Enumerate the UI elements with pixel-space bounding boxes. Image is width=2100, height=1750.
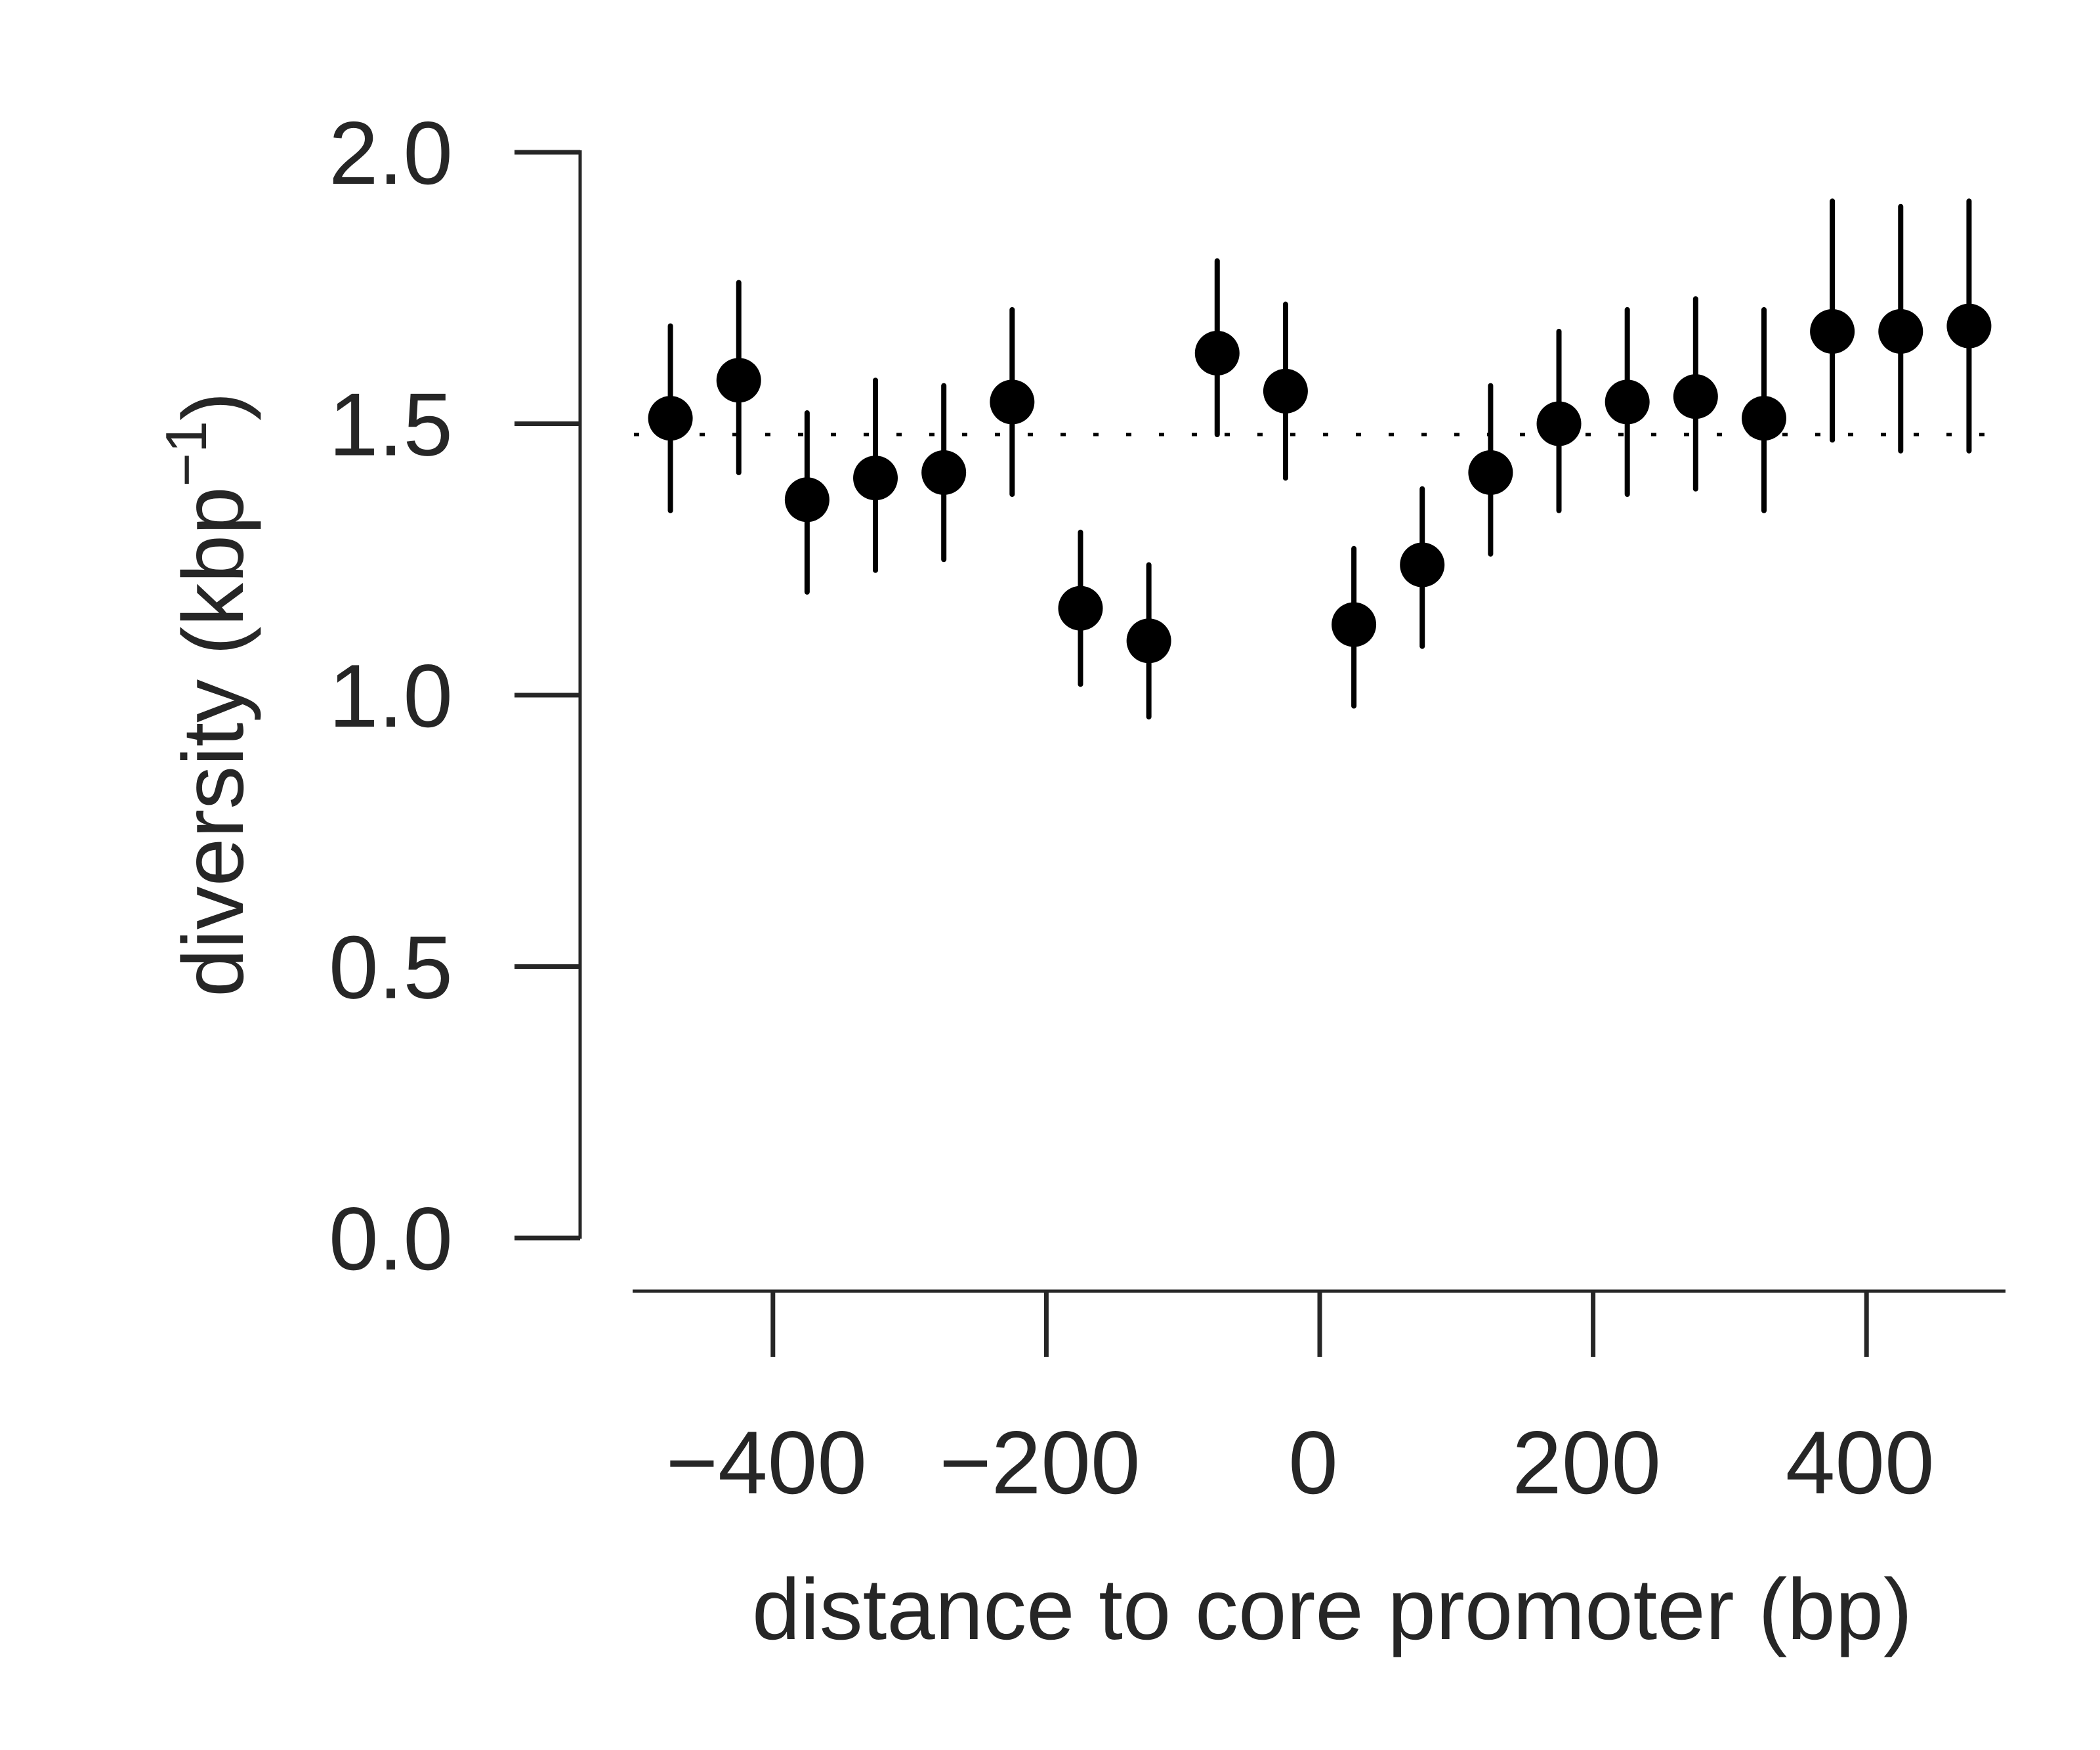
data-point: [1946, 303, 1992, 349]
y-tick-label: 0.5: [329, 918, 453, 1017]
data-point: [990, 379, 1035, 425]
data-point: [1605, 379, 1650, 425]
y-axis-title-main: diversity (kbp: [165, 486, 261, 997]
x-tick-label: −200: [939, 1413, 1140, 1512]
data-point: [1400, 542, 1445, 587]
data-point: [648, 396, 693, 441]
data-points: [648, 198, 1992, 720]
x-tick-label: −400: [666, 1413, 867, 1512]
data-point: [1810, 309, 1855, 354]
y-tick-label: 1.0: [329, 646, 453, 746]
data-point: [1058, 586, 1103, 631]
y-axis-title-close: ): [165, 392, 261, 421]
data-point: [1673, 374, 1718, 419]
y-tick-label: 1.5: [329, 375, 453, 475]
y-tick-label: 2.0: [329, 103, 453, 203]
data-point: [921, 450, 967, 495]
y-axis-title-sup: −1: [154, 421, 219, 486]
data-point: [853, 456, 898, 501]
x-axis-title: distance to core promoter (bp): [752, 1561, 1912, 1657]
data-point: [784, 477, 830, 523]
data-point: [1741, 396, 1786, 441]
data-point: [716, 358, 761, 403]
x-tick-label: 200: [1512, 1413, 1661, 1512]
x-tick-label: 0: [1288, 1413, 1338, 1512]
data-point: [1536, 401, 1582, 446]
x-tick-label: 400: [1786, 1413, 1935, 1512]
data-point: [1126, 618, 1171, 664]
x-axis-ticks: −400 −200 0 200 400: [666, 1291, 1935, 1512]
data-point: [1468, 450, 1513, 495]
y-axis-ticks: 0.0 0.5 1.0 1.5 2.0: [329, 103, 580, 1289]
y-axis-title: diversity (kbp−1): [154, 392, 261, 997]
data-point: [1332, 602, 1377, 647]
data-point: [1263, 368, 1308, 414]
data-point: [1194, 330, 1240, 375]
data-point: [1878, 309, 1923, 354]
y-tick-label: 0.0: [329, 1189, 453, 1289]
